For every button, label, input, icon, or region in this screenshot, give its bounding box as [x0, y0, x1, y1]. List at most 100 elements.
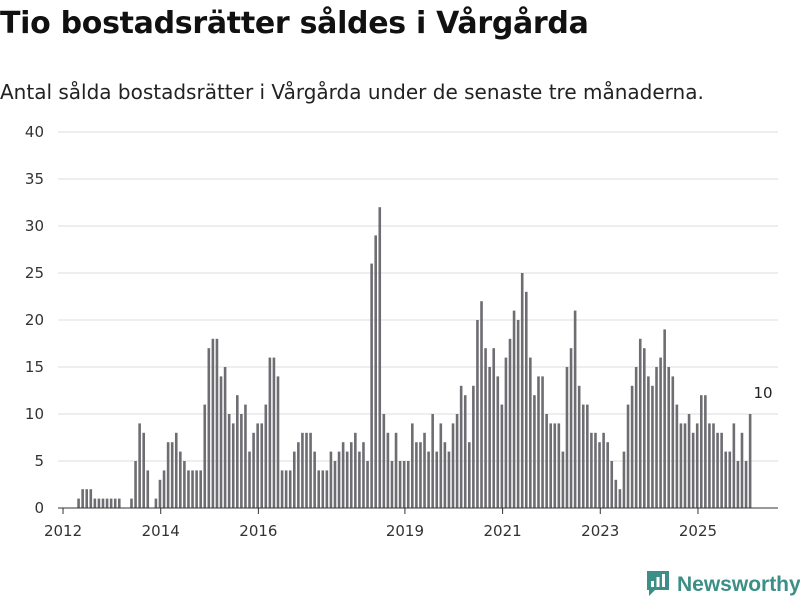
bar	[549, 423, 552, 508]
bar	[313, 451, 316, 508]
bar	[610, 461, 614, 508]
bar	[349, 442, 353, 508]
bar	[472, 385, 475, 508]
brand-logo[interactable]: Newsworthy	[645, 571, 800, 599]
y-tick-label: 5	[34, 452, 44, 470]
bar	[382, 414, 386, 508]
bar	[219, 376, 223, 508]
bar	[231, 423, 235, 508]
bar	[655, 367, 658, 508]
newsworthy-chart-icon	[645, 569, 671, 601]
bar	[191, 470, 194, 508]
bar	[362, 442, 365, 508]
bar	[187, 470, 190, 508]
bar	[256, 423, 259, 508]
bar	[179, 451, 182, 508]
bar	[459, 385, 463, 508]
bar	[476, 320, 479, 508]
bar	[89, 489, 93, 508]
bar	[305, 432, 308, 508]
bar	[573, 310, 577, 508]
bar	[292, 451, 296, 508]
brand-name: Newsworthy	[677, 573, 800, 596]
bar	[146, 470, 150, 508]
bar	[732, 423, 736, 508]
bar	[561, 451, 565, 508]
bar	[81, 489, 84, 508]
bar	[447, 451, 451, 508]
bar	[663, 329, 666, 508]
bar	[736, 461, 740, 508]
bar	[333, 461, 337, 508]
y-tick-label: 0	[34, 499, 44, 517]
x-tick-label: 2019	[386, 522, 424, 540]
bar	[659, 357, 662, 508]
bar	[398, 461, 402, 508]
bar	[553, 423, 557, 508]
bar	[109, 498, 113, 508]
bar	[223, 367, 227, 508]
y-tick-label: 10	[25, 405, 44, 423]
bar	[105, 498, 109, 508]
bar	[451, 423, 455, 508]
bar	[227, 414, 231, 508]
bar	[634, 367, 638, 508]
bar	[695, 423, 699, 508]
bar	[390, 461, 394, 508]
bar	[325, 470, 329, 508]
bar	[545, 414, 548, 508]
y-tick-label: 35	[25, 170, 44, 188]
bar	[138, 423, 141, 508]
bar	[435, 451, 439, 508]
bar	[647, 376, 650, 508]
bar	[240, 414, 243, 508]
bar	[162, 470, 166, 508]
x-tick-label: 2021	[484, 522, 522, 540]
bar	[236, 395, 239, 508]
bar	[590, 432, 593, 508]
bar	[618, 489, 622, 508]
bar	[691, 432, 695, 508]
bars	[77, 207, 752, 508]
x-tick-label: 2012	[44, 522, 82, 540]
x-tick-label: 2014	[142, 522, 180, 540]
bar	[345, 451, 349, 508]
bar	[581, 404, 585, 508]
bar	[683, 423, 687, 508]
bar	[113, 498, 117, 508]
bar	[248, 451, 251, 508]
bar	[337, 451, 341, 508]
bar	[366, 461, 369, 508]
bar	[415, 442, 418, 508]
bar	[272, 357, 276, 508]
bar	[215, 338, 219, 508]
bar	[170, 442, 174, 508]
bar	[516, 320, 520, 508]
bar	[704, 395, 707, 508]
bar	[93, 498, 97, 508]
bar	[541, 376, 544, 508]
bar	[402, 461, 406, 508]
bar	[268, 357, 272, 508]
bar	[378, 207, 382, 508]
bar	[675, 404, 679, 508]
bar	[626, 404, 630, 508]
bar	[284, 470, 288, 508]
bar	[211, 338, 215, 508]
y-tick-label: 40	[25, 123, 44, 141]
bar	[85, 489, 89, 508]
bar	[679, 423, 683, 508]
x-tick-label: 2023	[581, 522, 619, 540]
bar	[158, 479, 162, 508]
bar	[358, 451, 361, 508]
bar	[423, 432, 426, 508]
bar	[488, 367, 491, 508]
bar	[394, 432, 398, 508]
bar	[280, 470, 284, 508]
bar	[288, 470, 292, 508]
data-label-latest: 10	[754, 384, 773, 402]
bar	[712, 423, 715, 508]
bar	[500, 404, 504, 508]
bar	[370, 263, 373, 508]
bar	[630, 385, 634, 508]
